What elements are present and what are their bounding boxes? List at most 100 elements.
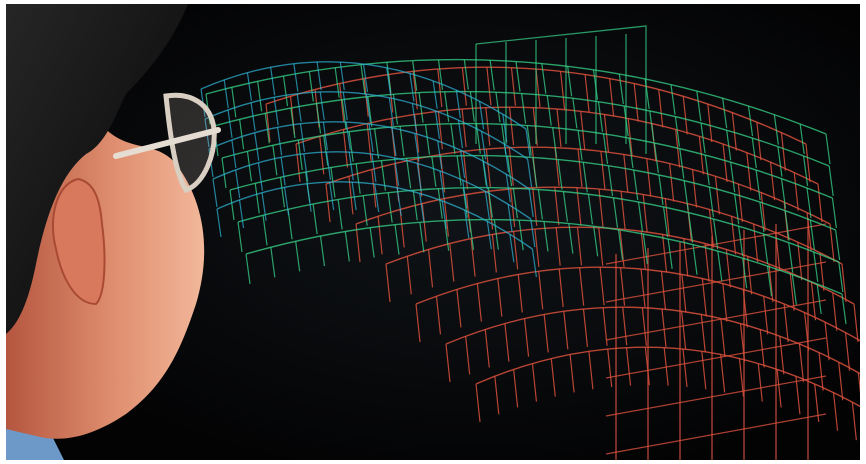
wire-rib xyxy=(439,170,445,199)
wire-rib xyxy=(355,163,361,194)
wire-rib xyxy=(588,351,594,390)
wire-rib xyxy=(617,229,624,260)
wire-rib xyxy=(277,127,283,156)
wire-rib xyxy=(412,71,418,110)
wire-rib xyxy=(763,296,769,335)
wire-rib xyxy=(688,212,694,243)
wire-rib xyxy=(760,192,766,231)
wire-rib xyxy=(468,219,475,250)
wire-rib xyxy=(742,258,748,289)
wire-rib xyxy=(653,142,659,174)
wire-rib xyxy=(832,392,839,431)
wire-rib xyxy=(227,109,233,139)
wire-rib xyxy=(254,132,260,161)
wire-rib xyxy=(543,314,549,353)
wire-rib xyxy=(661,308,667,348)
wire-rib xyxy=(418,92,424,123)
wire-rib xyxy=(791,274,797,305)
wire-rib xyxy=(315,103,322,134)
wire-rib xyxy=(325,183,331,223)
wire-rib xyxy=(829,223,835,263)
wire-rib xyxy=(342,91,348,121)
wire-rib xyxy=(371,169,377,208)
wire-rib xyxy=(312,203,318,235)
wire-rib xyxy=(572,98,578,129)
wire-rib xyxy=(640,268,646,308)
wire-rib xyxy=(396,187,402,216)
wire-rib xyxy=(759,201,765,233)
wire-rib xyxy=(692,244,698,275)
wire-rib xyxy=(377,216,383,255)
wire-rib xyxy=(463,59,469,90)
wire-rib xyxy=(508,147,514,186)
wire-rib xyxy=(603,114,610,153)
wire-rib xyxy=(507,204,513,233)
wire-rib xyxy=(299,123,306,152)
wire-rib xyxy=(282,75,289,107)
wire-rib xyxy=(640,231,646,270)
wire-rib xyxy=(828,165,834,197)
wire-rib xyxy=(348,131,354,162)
wire-rib xyxy=(231,87,237,118)
wire-rib xyxy=(577,148,583,188)
green-wireframe-surface xyxy=(205,25,847,325)
wire-rib xyxy=(725,249,731,288)
wire-rib xyxy=(642,194,648,233)
wire-rib xyxy=(747,105,754,137)
wire-rib xyxy=(598,227,604,266)
wire-arc xyxy=(605,223,827,265)
scene-svg xyxy=(6,4,860,460)
wire-rib xyxy=(777,146,783,177)
wire-rib xyxy=(272,145,278,176)
wire-rib xyxy=(649,110,655,142)
wire-rib xyxy=(660,271,667,310)
wire-rib xyxy=(776,369,782,408)
wire-rib xyxy=(262,215,268,246)
wire-arc xyxy=(605,375,827,417)
wire-rib xyxy=(722,98,728,129)
wire-rib xyxy=(216,208,222,238)
wire-rib xyxy=(293,63,299,92)
wire-rib xyxy=(755,169,761,201)
wire-rib xyxy=(813,251,819,283)
wire-rib xyxy=(670,84,676,115)
wire-rib xyxy=(360,64,366,95)
wire-rib xyxy=(562,191,569,222)
wire-rib xyxy=(700,314,706,353)
person-with-glasses xyxy=(6,4,221,460)
wire-rib xyxy=(642,233,648,265)
wire-rib xyxy=(351,181,357,211)
wire-rib xyxy=(756,122,762,161)
wire-rib xyxy=(612,197,619,228)
wire-rib xyxy=(489,60,495,91)
wire-arc xyxy=(605,413,827,455)
wire-rib xyxy=(431,156,437,187)
wire-rib xyxy=(625,347,632,386)
wire-rib xyxy=(296,93,302,122)
wire-rib xyxy=(411,103,417,132)
wire-rib xyxy=(669,163,675,202)
wire-rib xyxy=(229,189,235,221)
wire-rib xyxy=(628,137,634,169)
wire-rib xyxy=(506,156,513,187)
wire-rib xyxy=(329,181,335,211)
wire-rib xyxy=(461,67,467,106)
wire-rib xyxy=(497,278,503,317)
wire-rib xyxy=(319,136,325,175)
wire-rib xyxy=(641,307,647,346)
wire-rib xyxy=(339,83,345,122)
wire-rib xyxy=(509,234,515,263)
wire-rib xyxy=(818,352,824,391)
wire-rib xyxy=(510,67,517,106)
wire-rib xyxy=(290,107,296,139)
wire-rib xyxy=(559,71,566,110)
wire-rib xyxy=(280,157,286,186)
wire-rib xyxy=(365,93,371,123)
wire-rib xyxy=(535,68,541,108)
wire-rib xyxy=(759,329,765,368)
wire-rib xyxy=(582,162,588,193)
wire-rib xyxy=(475,383,481,423)
wire-rib xyxy=(221,157,227,189)
wire-rib xyxy=(720,318,726,357)
wire-rib xyxy=(341,99,347,130)
